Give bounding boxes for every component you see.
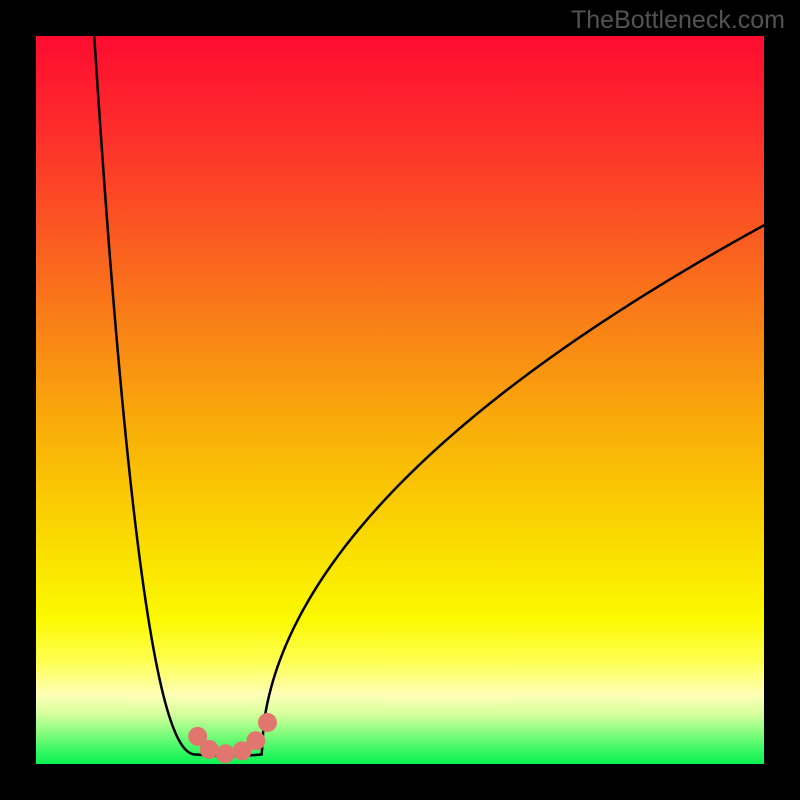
- outer-frame: [0, 0, 800, 800]
- chart-plot: [36, 36, 764, 764]
- trough-marker: [246, 731, 265, 750]
- trough-marker: [200, 740, 219, 759]
- watermark-text: TheBottleneck.com: [571, 6, 785, 35]
- trough-marker: [258, 713, 277, 732]
- gradient-background: [36, 36, 764, 764]
- trough-marker: [216, 744, 235, 763]
